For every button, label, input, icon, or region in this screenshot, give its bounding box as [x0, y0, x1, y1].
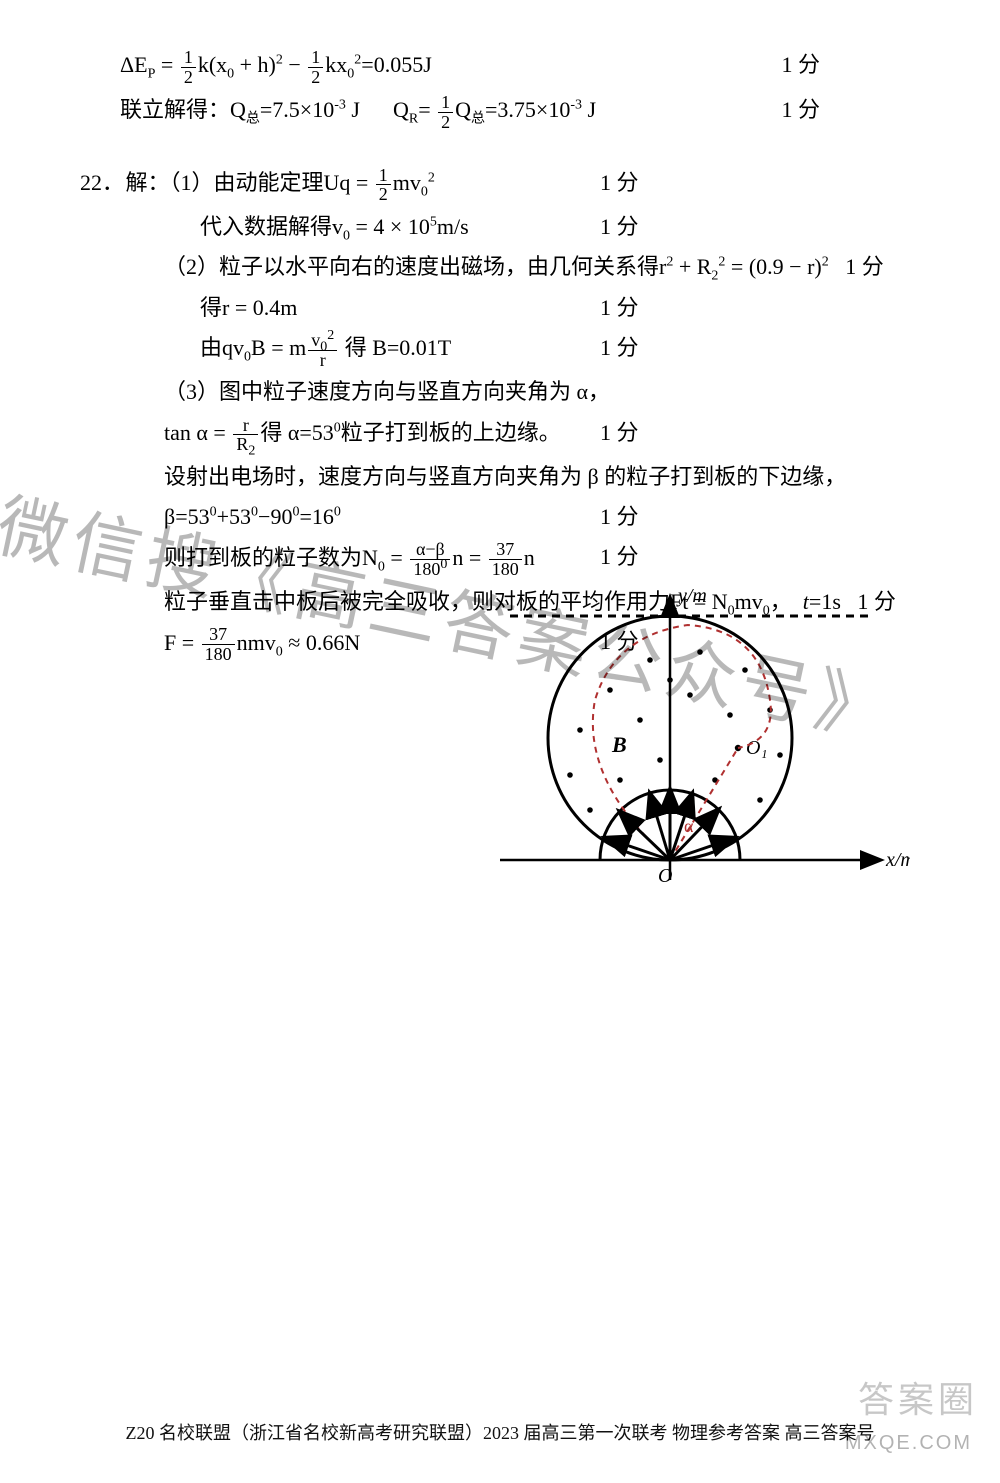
text: 解：（1）由动能定理Uq = 12mv02: [126, 170, 435, 195]
q22-part3-c: 设射出电场时，速度方向与竖直方向夹角为 β 的粒子打到板的下边缘，: [80, 460, 940, 494]
b-field-label: B: [611, 732, 627, 757]
y-axis-label: y/m: [676, 585, 707, 607]
q21-heat-line: 联立解得：Q总=7.5×10-3 J QR= 12Q总=3.75×10-3 J …: [80, 93, 940, 132]
alpha-label: α: [684, 816, 694, 836]
text: ΔEP = 12k(x0 + h)2 − 12kx02=0.055J: [120, 52, 432, 77]
score: 1 分: [600, 291, 639, 325]
text: 得r = 0.4m: [200, 295, 297, 320]
q22-part3-b: tan α = rR2得 α=530粒子打到板的上边缘。 1 分: [80, 416, 940, 455]
q22-part3-e: 则打到板的粒子数为N0 = α−β1800n = 37180n 1 分: [80, 540, 940, 579]
dashed-radius: [670, 748, 738, 860]
physics-diagram: x/m y/m O O₁ B α: [460, 580, 910, 920]
q22-part2-b: 得r = 0.4m 1 分: [80, 291, 940, 325]
origin-label: O: [658, 865, 672, 887]
q22-part1-a: 22． 解：（1）由动能定理Uq = 12mv02 1 分: [80, 166, 940, 205]
q22-part1-b: 代入数据解得v0 = 4 × 105m/s 1 分: [80, 210, 940, 244]
text: （2）粒子以水平向右的速度出磁场，由几何关系得r2 + R22 = (0.9 −…: [164, 254, 884, 279]
text: F = 37180nmv0 ≈ 0.66N: [164, 630, 360, 655]
text: （3）图中粒子速度方向与竖直方向夹角为 α，: [164, 379, 610, 404]
score: 1 分: [600, 331, 639, 365]
score: 1 分: [600, 210, 639, 244]
field-dots: [567, 649, 783, 813]
score: 1 分: [600, 500, 639, 534]
q21-energy-line: ΔEP = 12k(x0 + h)2 − 12kx02=0.055J 1 分: [80, 48, 940, 87]
center-o1-label: O₁: [746, 737, 767, 759]
q22-part2-c: 由qv0B = mv02r 得 B=0.01T 1 分: [80, 331, 940, 370]
question-number: 22．: [80, 166, 120, 200]
corner-watermark-2: MXQE.COM: [845, 1432, 972, 1455]
score: 1 分: [600, 166, 639, 200]
text: tan α = rR2得 α=530粒子打到板的上边缘。: [164, 420, 561, 445]
velocity-arrows: [606, 790, 734, 860]
score: 1 分: [600, 416, 639, 450]
corner-watermark-1: 答案圈: [858, 1371, 978, 1423]
text: 则打到板的粒子数为N0 = α−β1800n = 37180n: [164, 545, 535, 570]
text: 代入数据解得v0 = 4 × 105m/s: [200, 214, 469, 239]
x-axis-label: x/m: [885, 849, 910, 871]
text: 由qv0B = mv02r 得 B=0.01T: [200, 335, 451, 360]
score: 1 分: [781, 48, 820, 82]
score: 1 分: [781, 93, 820, 127]
text: 设射出电场时，速度方向与竖直方向夹角为 β 的粒子打到板的下边缘，: [164, 464, 846, 489]
text-left: 联立解得：Q总=7.5×10-3 J QR= 12Q总=3.75×10-3 J: [120, 97, 596, 122]
text: β=530+530−900=160: [164, 504, 341, 529]
q22-part2-a: （2）粒子以水平向右的速度出磁场，由几何关系得r2 + R22 = (0.9 −…: [80, 250, 940, 284]
score: 1 分: [600, 540, 639, 574]
q22-part3-d: β=530+530−900=160 1 分: [80, 500, 940, 534]
q22-part3-a: （3）图中粒子速度方向与竖直方向夹角为 α，: [80, 375, 940, 409]
